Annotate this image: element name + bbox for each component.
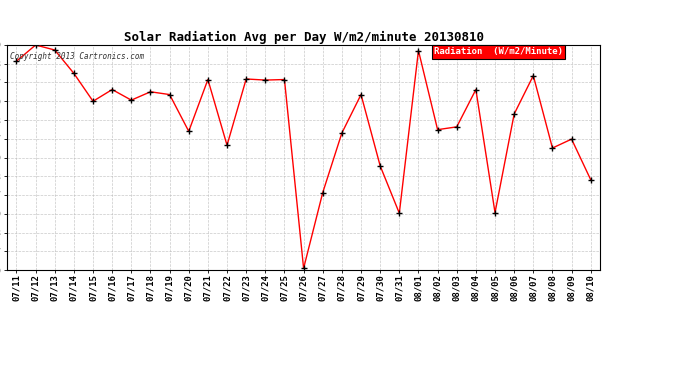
- Text: Radiation  (W/m2/Minute): Radiation (W/m2/Minute): [434, 47, 563, 56]
- Title: Solar Radiation Avg per Day W/m2/minute 20130810: Solar Radiation Avg per Day W/m2/minute …: [124, 31, 484, 44]
- Text: Copyright 2013 Cartronics.com: Copyright 2013 Cartronics.com: [10, 52, 144, 61]
